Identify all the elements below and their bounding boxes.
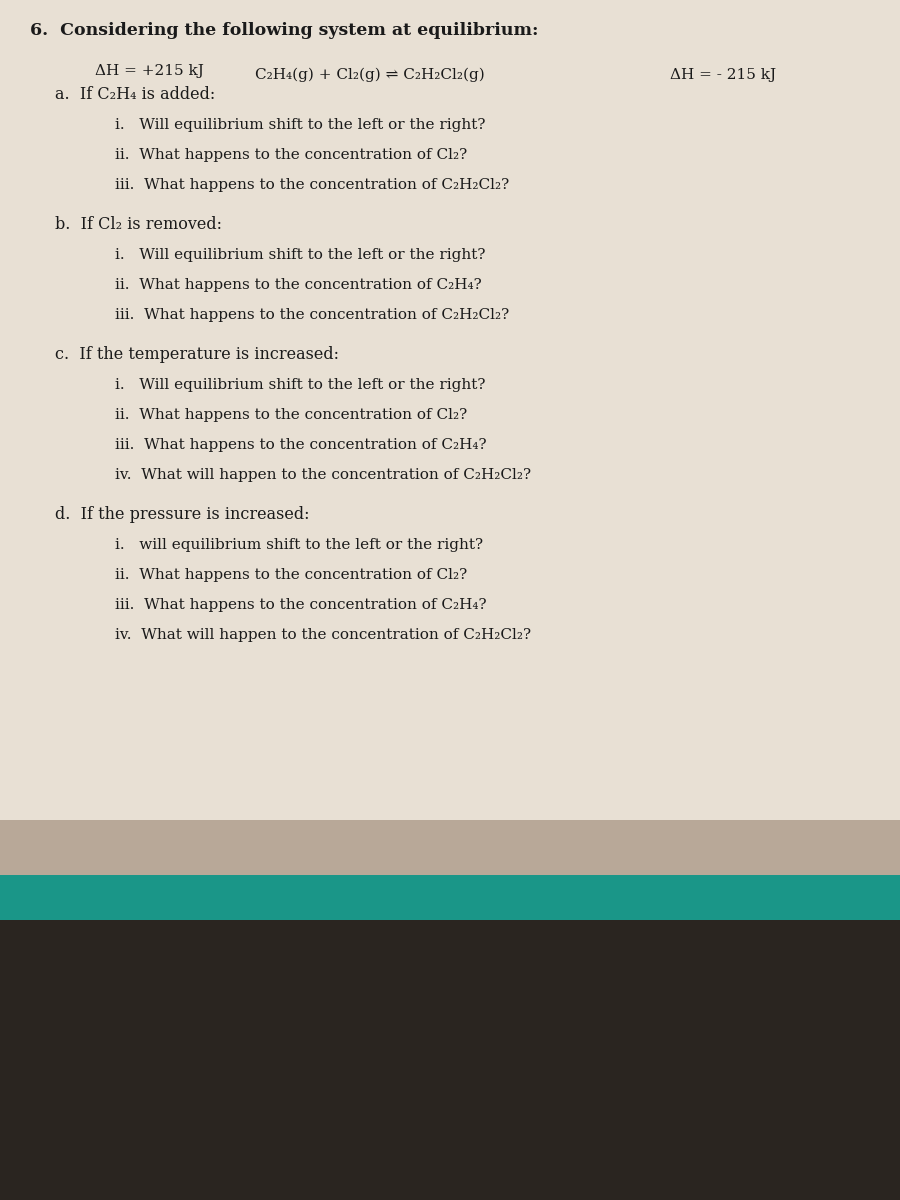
Bar bbox=[0, 875, 900, 920]
Text: ΔH = +215 kJ: ΔH = +215 kJ bbox=[95, 64, 204, 78]
Text: iv.  What will happen to the concentration of C₂H₂Cl₂?: iv. What will happen to the concentratio… bbox=[115, 468, 531, 482]
Text: c.  If the temperature is increased:: c. If the temperature is increased: bbox=[55, 346, 339, 362]
Text: iii.  What happens to the concentration of C₂H₄?: iii. What happens to the concentration o… bbox=[115, 598, 487, 612]
Bar bbox=[0, 920, 900, 1200]
Text: d.  If the pressure is increased:: d. If the pressure is increased: bbox=[55, 506, 310, 523]
Text: iii.  What happens to the concentration of C₂H₂Cl₂?: iii. What happens to the concentration o… bbox=[115, 178, 509, 192]
Text: ii.  What happens to the concentration of Cl₂?: ii. What happens to the concentration of… bbox=[115, 568, 467, 582]
Text: ii.  What happens to the concentration of C₂H₄?: ii. What happens to the concentration of… bbox=[115, 278, 482, 292]
Bar bbox=[0, 0, 900, 820]
Text: iii.  What happens to the concentration of C₂H₂Cl₂?: iii. What happens to the concentration o… bbox=[115, 308, 509, 322]
Text: i.   Will equilibrium shift to the left or the right?: i. Will equilibrium shift to the left or… bbox=[115, 378, 485, 392]
Text: a.  If C₂H₄ is added:: a. If C₂H₄ is added: bbox=[55, 86, 215, 103]
Text: ii.  What happens to the concentration of Cl₂?: ii. What happens to the concentration of… bbox=[115, 408, 467, 422]
Text: C₂H₄(g) + Cl₂(g) ⇌ C₂H₂Cl₂(g): C₂H₄(g) + Cl₂(g) ⇌ C₂H₂Cl₂(g) bbox=[255, 68, 485, 83]
Text: ΔH = - 215 kJ: ΔH = - 215 kJ bbox=[670, 68, 776, 82]
Text: i.   Will equilibrium shift to the left or the right?: i. Will equilibrium shift to the left or… bbox=[115, 248, 485, 262]
Text: iv.  What will happen to the concentration of C₂H₂Cl₂?: iv. What will happen to the concentratio… bbox=[115, 628, 531, 642]
Text: i.   will equilibrium shift to the left or the right?: i. will equilibrium shift to the left or… bbox=[115, 538, 483, 552]
Text: ii.  What happens to the concentration of Cl₂?: ii. What happens to the concentration of… bbox=[115, 148, 467, 162]
Text: 6.  Considering the following system at equilibrium:: 6. Considering the following system at e… bbox=[30, 22, 538, 38]
Text: i.   Will equilibrium shift to the left or the right?: i. Will equilibrium shift to the left or… bbox=[115, 118, 485, 132]
Text: iii.  What happens to the concentration of C₂H₄?: iii. What happens to the concentration o… bbox=[115, 438, 487, 452]
Text: b.  If Cl₂ is removed:: b. If Cl₂ is removed: bbox=[55, 216, 222, 233]
